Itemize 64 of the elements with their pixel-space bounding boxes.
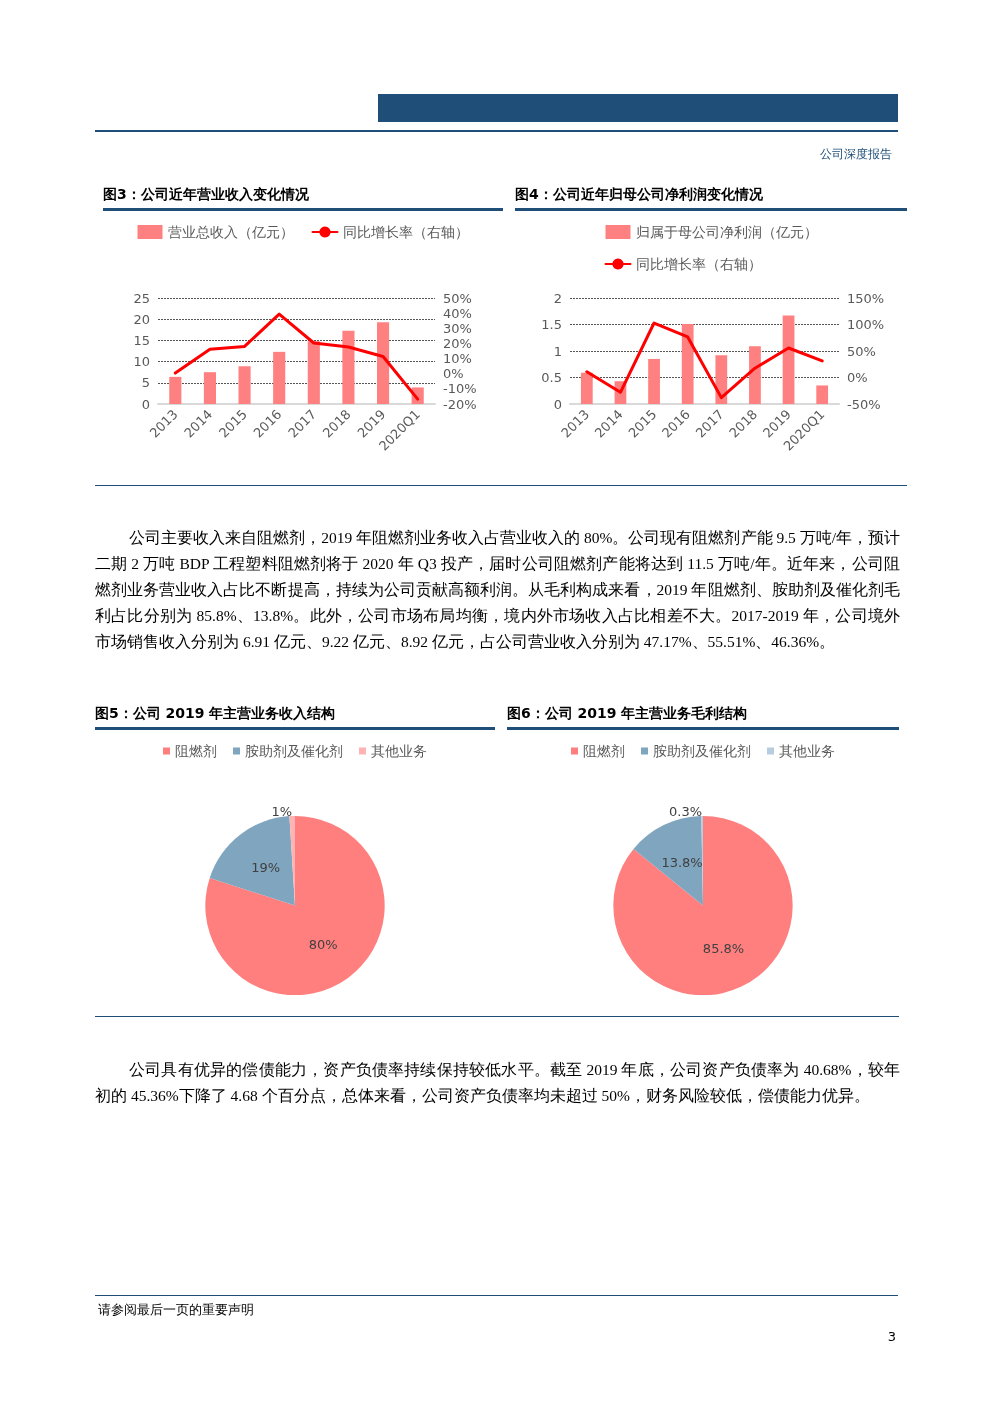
- y2-tick-label: 50%: [443, 290, 472, 306]
- legend-label: 胺助剂及催化剂: [245, 743, 343, 759]
- bar: [816, 385, 829, 404]
- y2-tick-label: 20%: [443, 335, 472, 351]
- y-tick-label: 20: [133, 311, 150, 327]
- y-tick-label: 1: [553, 343, 562, 359]
- text: 3: [887, 1329, 896, 1344]
- y-tick-label: 10: [133, 354, 150, 370]
- bar: [203, 372, 216, 404]
- y-tick-label: 15: [133, 332, 150, 348]
- text: 公司主要收入来自阻燃剂，2019 年阻燃剂业务收入占营业收入的 80%。公司现有阻燃剂产能 9.5 万吨/年，预计二期 2 万吨 BDP 工程塑料阻燃剂将于 2020 年 Q3 投产，届时公司阻燃剂产能将达到 11.5 万吨/年。近年来，公司阻燃剂业务营业收入占比不断提高，持续为公司贡献高额利润。从毛利构成来看，2019 年阻燃剂、胺助剂及催化剂毛利占比分别为 85.8%、13.8%。此外，公司市场布局均衡，境内外市场收入占比相差不大。2017-2019 年，公司境外市场销售收入分别为 6.91 亿元、9.22 亿元、8.92 亿元，占公司营业收入分别为 47.17%、55.51%、46.36%。: [95, 528, 900, 652]
- chart-title: 图5：公司 2019 年主营业务收入结构: [95, 705, 495, 730]
- y2-tick-label: -10%: [443, 381, 477, 397]
- y2-tick-label: 0%: [847, 370, 868, 385]
- y-tick-label: 5: [141, 375, 150, 391]
- legend-label: 其他业务: [779, 743, 835, 759]
- bar: [238, 366, 251, 404]
- bar: [782, 315, 795, 404]
- bar: [169, 376, 182, 404]
- legend-label: 营业总收入（亿元）: [167, 224, 294, 240]
- bar: [648, 358, 660, 404]
- chart-title: 图6：公司 2019 年主营业务毛利结构: [507, 705, 899, 730]
- bar: [273, 351, 286, 404]
- y-tick-label: 0: [141, 396, 150, 412]
- text: 公司具有优异的偿债能力，资产负债率持续保持较低水平。截至 2019 年底，公司资产负债率为 40.68%，较年初的 45.36%下降了 4.68 个百分点，总体来看，公司资产负债率均未超过 50%，财务风险较低，偿债能力优异。: [95, 1060, 900, 1106]
- text: 请参阅最后一页的重要声明: [98, 1301, 254, 1319]
- y2-tick-label: -20%: [443, 396, 477, 412]
- bar: [377, 322, 390, 404]
- y2-tick-label: 50%: [847, 343, 876, 359]
- bar: [307, 341, 320, 404]
- y2-tick-label: 40%: [443, 305, 472, 321]
- legend-label: 同比增长率（右轴）: [635, 256, 762, 272]
- y-tick-label: 0: [553, 396, 562, 412]
- y2-tick-label: -50%: [847, 396, 881, 412]
- data-label: 19%: [251, 860, 281, 876]
- y-tick-label: 0.5: [541, 370, 562, 385]
- legend-label: 其他业务: [371, 743, 427, 759]
- y-tick-label: 1.5: [541, 317, 562, 332]
- data-label: 1%: [271, 804, 293, 820]
- y2-tick-label: 30%: [443, 320, 472, 336]
- bar: [749, 346, 761, 404]
- line-series: [585, 321, 824, 400]
- data-label: 0.3%: [669, 804, 703, 820]
- data-label: 13.8%: [661, 855, 703, 871]
- legend-label: 阻燃剂: [175, 743, 217, 759]
- data-label: 80%: [308, 936, 338, 952]
- y2-tick-label: 10%: [443, 351, 472, 367]
- y-tick-label: 2: [553, 290, 562, 306]
- legend-label: 归属于母公司净利润（亿元）: [635, 224, 818, 240]
- chart-title: 图3：公司近年营业收入变化情况: [103, 186, 503, 211]
- bar: [580, 372, 593, 404]
- y2-tick-label: 100%: [847, 317, 885, 332]
- y2-tick-label: 150%: [847, 290, 885, 306]
- chart-title: 图4：公司近年归母公司净利润变化情况: [515, 186, 907, 211]
- text: 公司深度报告: [820, 146, 892, 163]
- legend-label: 胺助剂及催化剂: [653, 743, 751, 759]
- legend-label: 阻燃剂: [583, 743, 625, 759]
- y-tick-label: 25: [133, 290, 150, 306]
- line-series: [173, 312, 420, 401]
- bar: [342, 330, 355, 404]
- y2-tick-label: 0%: [443, 366, 464, 382]
- bar: [681, 323, 694, 404]
- legend-label: 同比增长率（右轴）: [342, 224, 469, 240]
- data-label: 85.8%: [702, 941, 745, 957]
